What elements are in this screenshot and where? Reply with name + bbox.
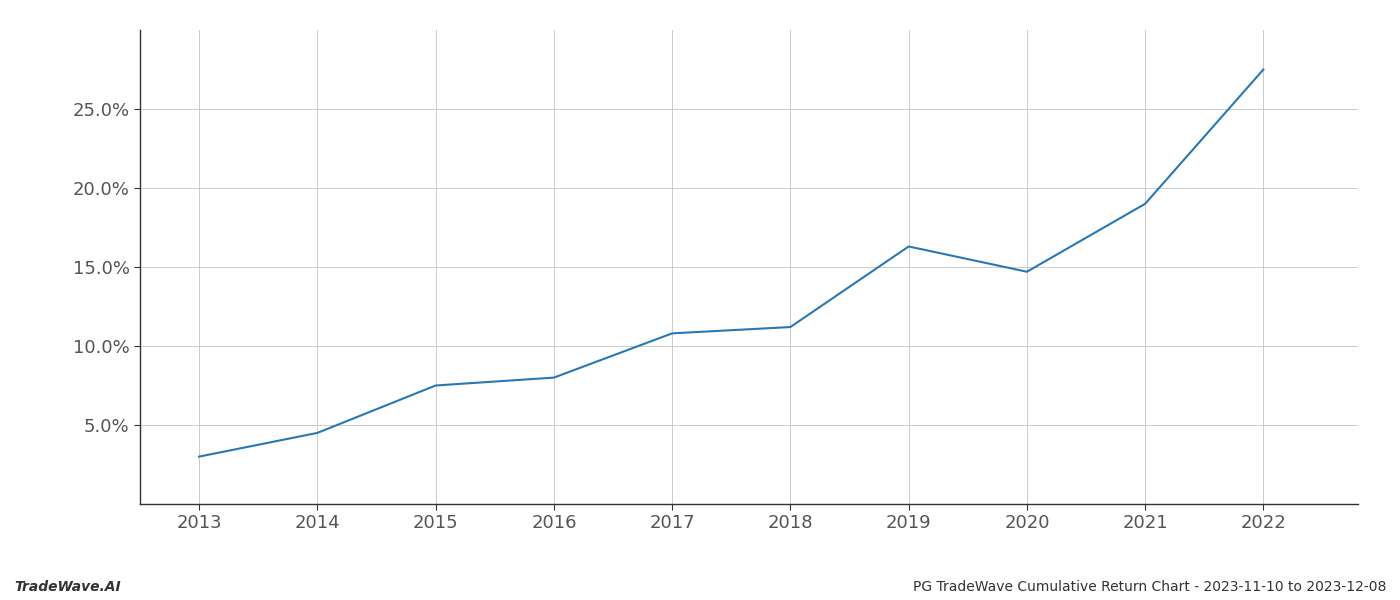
Text: TradeWave.AI: TradeWave.AI [14,580,120,594]
Text: PG TradeWave Cumulative Return Chart - 2023-11-10 to 2023-12-08: PG TradeWave Cumulative Return Chart - 2… [913,580,1386,594]
